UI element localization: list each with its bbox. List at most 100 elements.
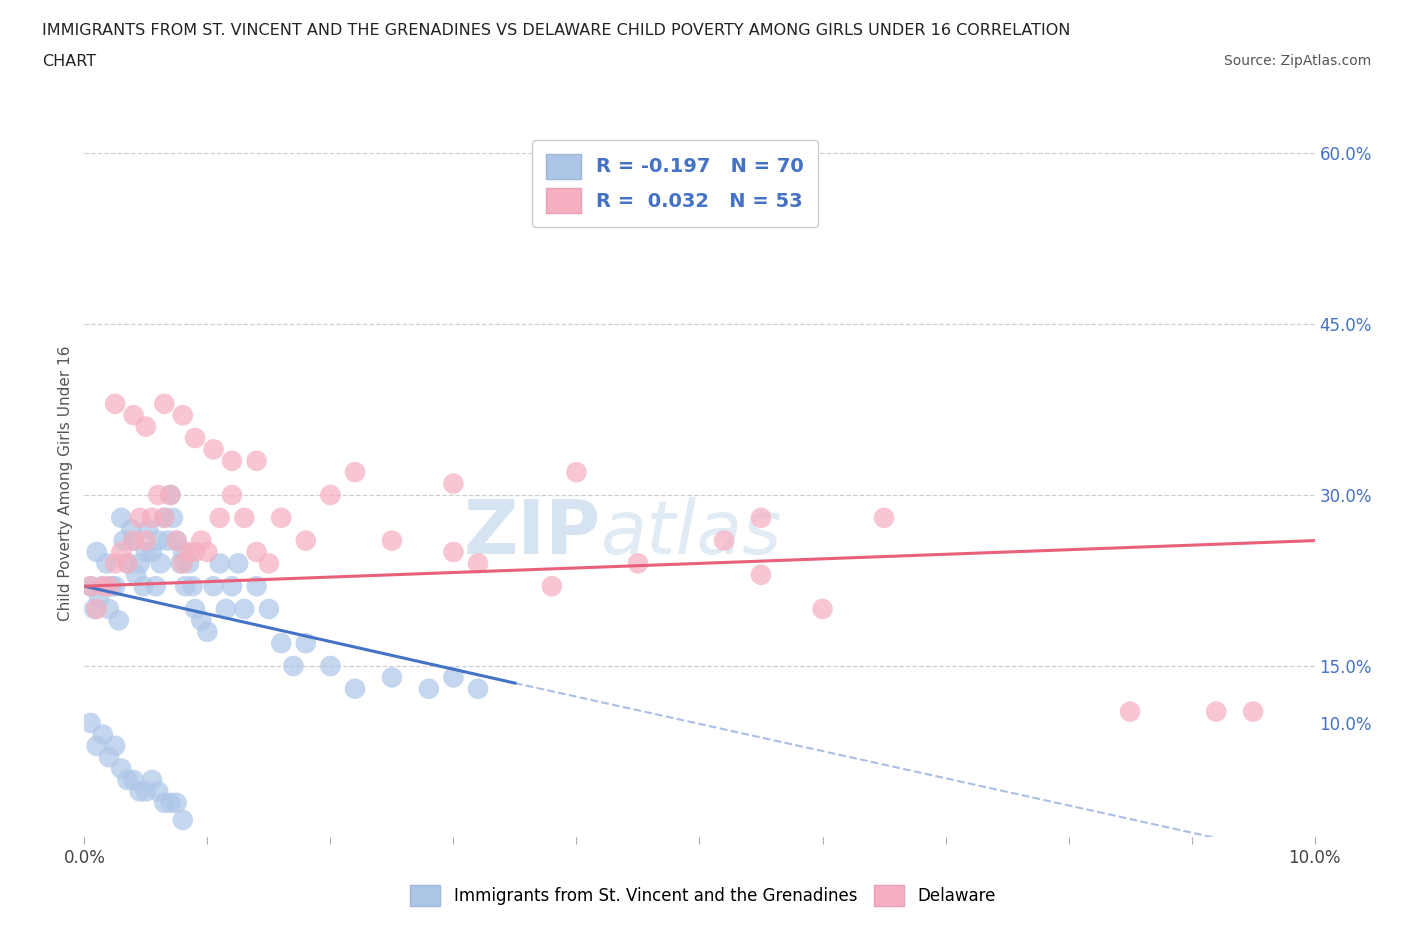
Point <box>86 738 108 753</box>
Point <box>96 556 118 571</box>
Point <box>159 795 181 810</box>
Text: ZIP: ZIP <box>464 497 602 569</box>
Point <box>541 578 564 593</box>
Point <box>117 773 139 788</box>
Point <box>120 522 142 537</box>
Point <box>221 578 243 593</box>
Point <box>172 556 194 571</box>
Point <box>184 431 207 445</box>
Point <box>319 487 342 502</box>
Point <box>197 545 219 560</box>
Point <box>122 407 145 422</box>
Point <box>86 545 108 560</box>
Point <box>184 602 207 617</box>
Point <box>233 511 256 525</box>
Point <box>257 602 280 617</box>
Point <box>749 511 772 525</box>
Point <box>181 578 204 593</box>
Point <box>177 556 200 571</box>
Point <box>128 556 150 571</box>
Point <box>122 533 145 548</box>
Point <box>98 750 121 764</box>
Point <box>166 533 188 548</box>
Legend: Immigrants from St. Vincent and the Grenadines, Delaware: Immigrants from St. Vincent and the Gren… <box>404 879 1002 912</box>
Y-axis label: Child Poverty Among Girls Under 16: Child Poverty Among Girls Under 16 <box>58 346 73 621</box>
Point <box>141 511 163 525</box>
Point <box>811 602 834 617</box>
Point <box>257 556 280 571</box>
Point <box>128 511 150 525</box>
Text: Source: ZipAtlas.com: Source: ZipAtlas.com <box>1223 54 1371 68</box>
Point <box>202 578 225 593</box>
Point <box>91 578 114 593</box>
Point <box>467 556 489 571</box>
Point <box>221 453 243 468</box>
Point <box>110 761 132 776</box>
Point <box>153 795 176 810</box>
Point <box>159 487 181 502</box>
Point <box>1241 704 1264 719</box>
Point <box>197 624 219 639</box>
Point <box>713 533 735 548</box>
Point <box>125 567 148 582</box>
Text: CHART: CHART <box>42 54 96 69</box>
Point <box>110 511 132 525</box>
Point <box>135 419 157 434</box>
Point <box>184 545 207 560</box>
Point <box>138 522 160 537</box>
Point <box>104 578 127 593</box>
Point <box>145 578 167 593</box>
Point <box>381 533 404 548</box>
Point <box>208 511 231 525</box>
Point <box>208 556 231 571</box>
Point <box>418 682 440 697</box>
Point <box>221 487 243 502</box>
Point <box>443 476 465 491</box>
Point <box>1205 704 1227 719</box>
Point <box>166 795 188 810</box>
Point <box>79 578 101 593</box>
Point <box>443 545 465 560</box>
Point <box>100 578 122 593</box>
Text: IMMIGRANTS FROM ST. VINCENT AND THE GRENADINES VS DELAWARE CHILD POVERTY AMONG G: IMMIGRANTS FROM ST. VINCENT AND THE GREN… <box>42 23 1070 38</box>
Point <box>233 602 256 617</box>
Point <box>157 533 180 548</box>
Point <box>86 602 108 617</box>
Point <box>108 613 131 628</box>
Point <box>627 556 650 571</box>
Point <box>83 602 105 617</box>
Point <box>190 533 212 548</box>
Point <box>153 396 176 411</box>
Point <box>169 556 191 571</box>
Point <box>226 556 249 571</box>
Point <box>467 682 489 697</box>
Point <box>79 715 101 730</box>
Point <box>117 556 139 571</box>
Point <box>91 727 114 742</box>
Point <box>112 533 135 548</box>
Point <box>110 545 132 560</box>
Point <box>117 556 139 571</box>
Point <box>104 556 127 571</box>
Point <box>98 602 121 617</box>
Point <box>135 533 157 548</box>
Point <box>162 511 184 525</box>
Point <box>246 453 269 468</box>
Point <box>141 545 163 560</box>
Point <box>270 636 292 651</box>
Point <box>141 773 163 788</box>
Point <box>283 658 305 673</box>
Point <box>381 670 404 684</box>
Point <box>873 511 896 525</box>
Point <box>98 578 121 593</box>
Point <box>135 784 157 799</box>
Point <box>172 813 194 828</box>
Point <box>104 396 127 411</box>
Point <box>215 602 238 617</box>
Point <box>344 682 367 697</box>
Point <box>202 442 225 457</box>
Point <box>190 613 212 628</box>
Point <box>166 533 188 548</box>
Legend: R = -0.197   N = 70, R =  0.032   N = 53: R = -0.197 N = 70, R = 0.032 N = 53 <box>531 140 818 227</box>
Point <box>122 533 145 548</box>
